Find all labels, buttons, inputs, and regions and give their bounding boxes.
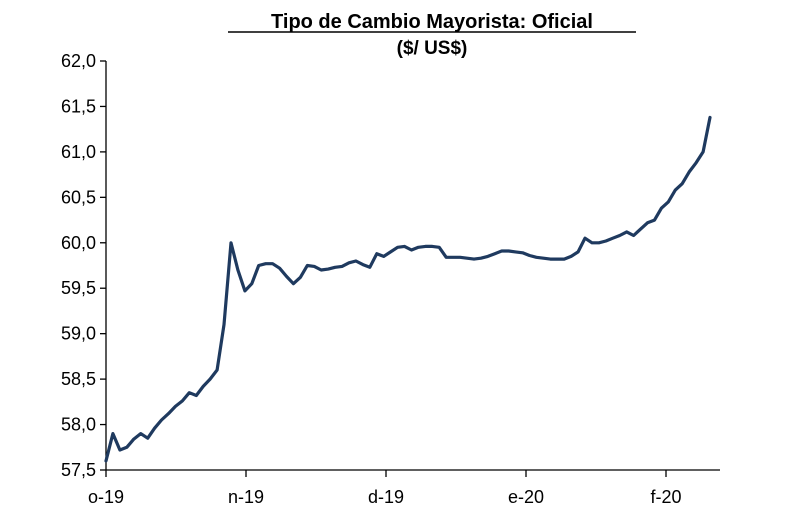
y-tick-label: 57,5 (61, 460, 96, 480)
x-tick-label: f-20 (650, 487, 681, 507)
y-tick-label: 58,0 (61, 415, 96, 435)
y-axis: 62,0 61,5 61,0 60,5 60,0 59,5 59,0 58,5 58,0 57,5 (61, 51, 107, 480)
x-tick-label: e-20 (508, 487, 544, 507)
plot-area (104, 115, 712, 463)
series-line (104, 115, 712, 463)
y-tick-label: 59,0 (61, 324, 96, 344)
x-tick-label: o-19 (88, 487, 124, 507)
x-axis: o-19 n-19 d-19 e-20 f-20 (88, 469, 720, 507)
y-tick-label: 60,5 (61, 187, 96, 207)
y-tick-label: 58,5 (61, 369, 96, 389)
chart-title: Tipo de Cambio Mayorista: Oficial (271, 11, 593, 33)
x-tick-label: d-19 (368, 487, 404, 507)
y-tick-label: 59,5 (61, 278, 96, 298)
y-tick-label: 61,5 (61, 96, 96, 116)
y-tick-label: 60,0 (61, 233, 96, 253)
y-tick-label: 61,0 (61, 142, 96, 162)
y-tick-label: 62,0 (61, 51, 96, 71)
chart-subtitle: ($/ US$) (397, 38, 468, 59)
x-tick-label: n-19 (228, 487, 264, 507)
